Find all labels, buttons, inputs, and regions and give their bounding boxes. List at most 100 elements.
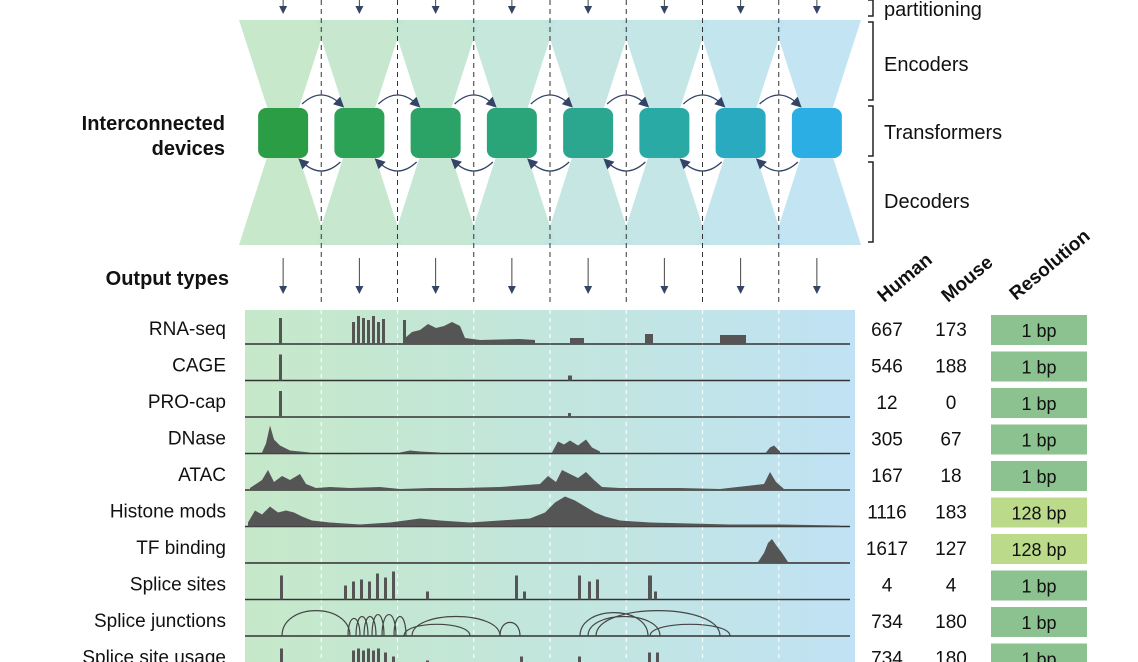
track-signal bbox=[250, 470, 840, 490]
track-peak bbox=[279, 318, 282, 344]
interconnect-arrows bbox=[298, 94, 802, 172]
track-peak bbox=[279, 391, 282, 417]
link-top-5 bbox=[606, 94, 650, 108]
row-label: Splice sites bbox=[130, 575, 226, 596]
track-peak bbox=[377, 648, 380, 662]
resolution-badge bbox=[991, 534, 1087, 564]
device-2 bbox=[334, 108, 385, 158]
link-bottom-1 bbox=[298, 158, 341, 172]
track-peak bbox=[426, 660, 429, 662]
track-peak bbox=[377, 322, 380, 344]
track-peak bbox=[523, 591, 526, 600]
partition-dashed-lines bbox=[279, 0, 821, 305]
human-count: 667 bbox=[871, 320, 903, 341]
link-top-6 bbox=[682, 94, 726, 108]
mouse-count: 0 bbox=[946, 393, 957, 414]
link-top-1 bbox=[301, 94, 345, 108]
track-peak bbox=[656, 652, 659, 662]
resolution-badge bbox=[991, 570, 1087, 601]
track-signal bbox=[248, 496, 840, 527]
partitioning-brace bbox=[868, 0, 874, 17]
row-label: TF binding bbox=[136, 538, 226, 559]
track-peak bbox=[578, 656, 581, 662]
track-peak bbox=[352, 322, 355, 344]
track-peak bbox=[645, 334, 653, 344]
row-label: DNase bbox=[168, 429, 226, 450]
human-count: 12 bbox=[876, 393, 897, 414]
track-peak bbox=[578, 575, 581, 600]
device-4 bbox=[486, 108, 537, 158]
device-1 bbox=[258, 108, 309, 158]
junction-arc bbox=[355, 615, 369, 637]
track-peak bbox=[568, 413, 571, 417]
resolution-value: 128 bp bbox=[1011, 540, 1066, 560]
track-signal bbox=[766, 445, 780, 454]
row-label: ATAC bbox=[178, 465, 226, 486]
track-peak bbox=[392, 571, 395, 600]
encoders-brace bbox=[868, 21, 874, 101]
track-peak bbox=[352, 581, 355, 600]
resolution-badge bbox=[991, 497, 1087, 528]
track-peak bbox=[568, 375, 572, 381]
resolution-badge bbox=[991, 315, 1087, 345]
mouse-count: 67 bbox=[940, 430, 961, 451]
device-boxes bbox=[258, 108, 842, 158]
track-peak bbox=[360, 579, 363, 600]
track-peak bbox=[362, 650, 365, 662]
row-label: RNA-seq bbox=[149, 319, 226, 340]
track-peak bbox=[382, 319, 385, 344]
junction-arc bbox=[403, 623, 471, 637]
resolution-value: 1 bp bbox=[1021, 467, 1056, 487]
resolution-value: 1 bp bbox=[1021, 358, 1056, 378]
link-bottom-3 bbox=[450, 158, 494, 172]
track-signal bbox=[262, 425, 310, 454]
output-tracks: RNA-seq CAGE PRO-cap DNase ATAC Histone mods T… bbox=[82, 316, 850, 662]
resolution-badge bbox=[991, 424, 1087, 455]
junction-arc bbox=[579, 612, 649, 637]
track-peak bbox=[596, 579, 599, 600]
track-peak bbox=[654, 591, 657, 600]
junction-arc bbox=[393, 615, 407, 637]
human-count: 546 bbox=[871, 357, 903, 378]
link-bottom-6 bbox=[679, 158, 723, 172]
device-8 bbox=[791, 108, 842, 158]
human-count: 167 bbox=[871, 466, 903, 487]
track-signal bbox=[552, 439, 600, 454]
mouse-count: 180 bbox=[935, 649, 967, 662]
resolution-value: 1 bp bbox=[1021, 394, 1056, 414]
device-7 bbox=[715, 108, 766, 158]
track-peak bbox=[588, 581, 591, 600]
row-label: Histone mods bbox=[110, 502, 226, 523]
link-top-4 bbox=[530, 94, 573, 108]
junction-arc bbox=[499, 621, 521, 637]
transformers-label: Transformers bbox=[884, 122, 1002, 144]
junction-arc bbox=[363, 615, 377, 637]
track-peak bbox=[280, 575, 283, 600]
link-bottom-4 bbox=[527, 158, 570, 172]
mouse-count: 183 bbox=[935, 503, 967, 524]
track-signal bbox=[400, 450, 440, 454]
track-peak bbox=[403, 320, 406, 344]
stage-braces bbox=[868, 0, 874, 243]
human-count: 305 bbox=[871, 430, 903, 451]
human-count: 4 bbox=[882, 576, 893, 597]
device-3 bbox=[410, 108, 461, 158]
resolution-value: 1 bp bbox=[1021, 650, 1056, 662]
track-peak bbox=[648, 652, 651, 662]
track-peak bbox=[372, 316, 375, 344]
junction-arc bbox=[281, 610, 351, 637]
track-peak bbox=[357, 648, 360, 662]
junction-arc bbox=[595, 610, 721, 637]
decoders-brace bbox=[868, 161, 874, 243]
track-signal bbox=[250, 539, 845, 563]
junction-arc bbox=[381, 614, 397, 637]
human-count: 734 bbox=[871, 612, 903, 633]
link-top-7 bbox=[759, 94, 802, 108]
mouse-count: 4 bbox=[946, 576, 957, 597]
mouse-count: 180 bbox=[935, 612, 967, 633]
track-peak bbox=[280, 648, 283, 662]
resolution-badge bbox=[991, 388, 1087, 418]
mouse-count: 18 bbox=[940, 466, 961, 487]
track-peak bbox=[384, 652, 387, 662]
partitioning-label: partitioning bbox=[884, 0, 982, 21]
